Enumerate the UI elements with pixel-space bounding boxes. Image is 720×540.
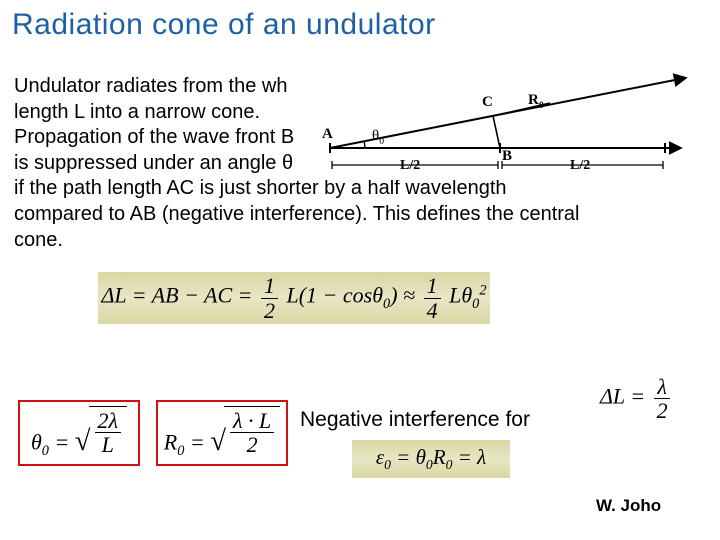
diagram-label-C: C [482,94,493,111]
body-line4: is suppressed under an angle θ [14,152,293,174]
body-line7: cone. [14,229,63,251]
neg-interf-label: Negative interference for [300,408,530,432]
diagram-label-L2-right: L/2 [570,158,590,174]
eq-theta0-box: θ0 = √2λL [18,400,140,466]
eq-eps0-text: ε0 = θ0R0 = λ [376,445,486,473]
eq-eps0: ε0 = θ0R0 = λ [352,440,510,478]
eq-R0: R0 = √λ · L2 [164,406,280,460]
author-credit: W. Joho [596,496,661,516]
eq-lambda-half: ΔL = λ2 [600,375,674,422]
diagram-label-A: A [322,126,333,143]
body-line6: compared to AB (negative interference). … [14,203,580,225]
diagram-label-theta0: θ0 [372,128,384,147]
eq-delta-L: ΔL = AB − AC = 12 L(1 − cosθ0) ≈ 14 Lθ02 [98,272,490,324]
page-title: Radiation cone of an undulator [12,8,436,42]
diagram-label-L2-left: L/2 [400,158,420,174]
eq-theta0: θ0 = √2λL [31,406,127,460]
body-line1: Undulator radiates from the wh [14,75,287,97]
eq-R0-box: R0 = √λ · L2 [156,400,288,466]
body-line3: Propagation of the wave front B [14,126,294,148]
body-line5: if the path length AC is just shorter by… [14,177,507,199]
geometry-diagram: A B C R0 θ0 L/2 L/2 [310,70,705,180]
diagram-label-B: B [502,148,512,165]
diagram-label-R0: R0 [528,92,544,111]
body-line2: length L into a narrow cone. [14,101,260,123]
eq-delta-L-text: ΔL = AB − AC = 12 L(1 − cosθ0) ≈ 14 Lθ02 [102,274,487,321]
